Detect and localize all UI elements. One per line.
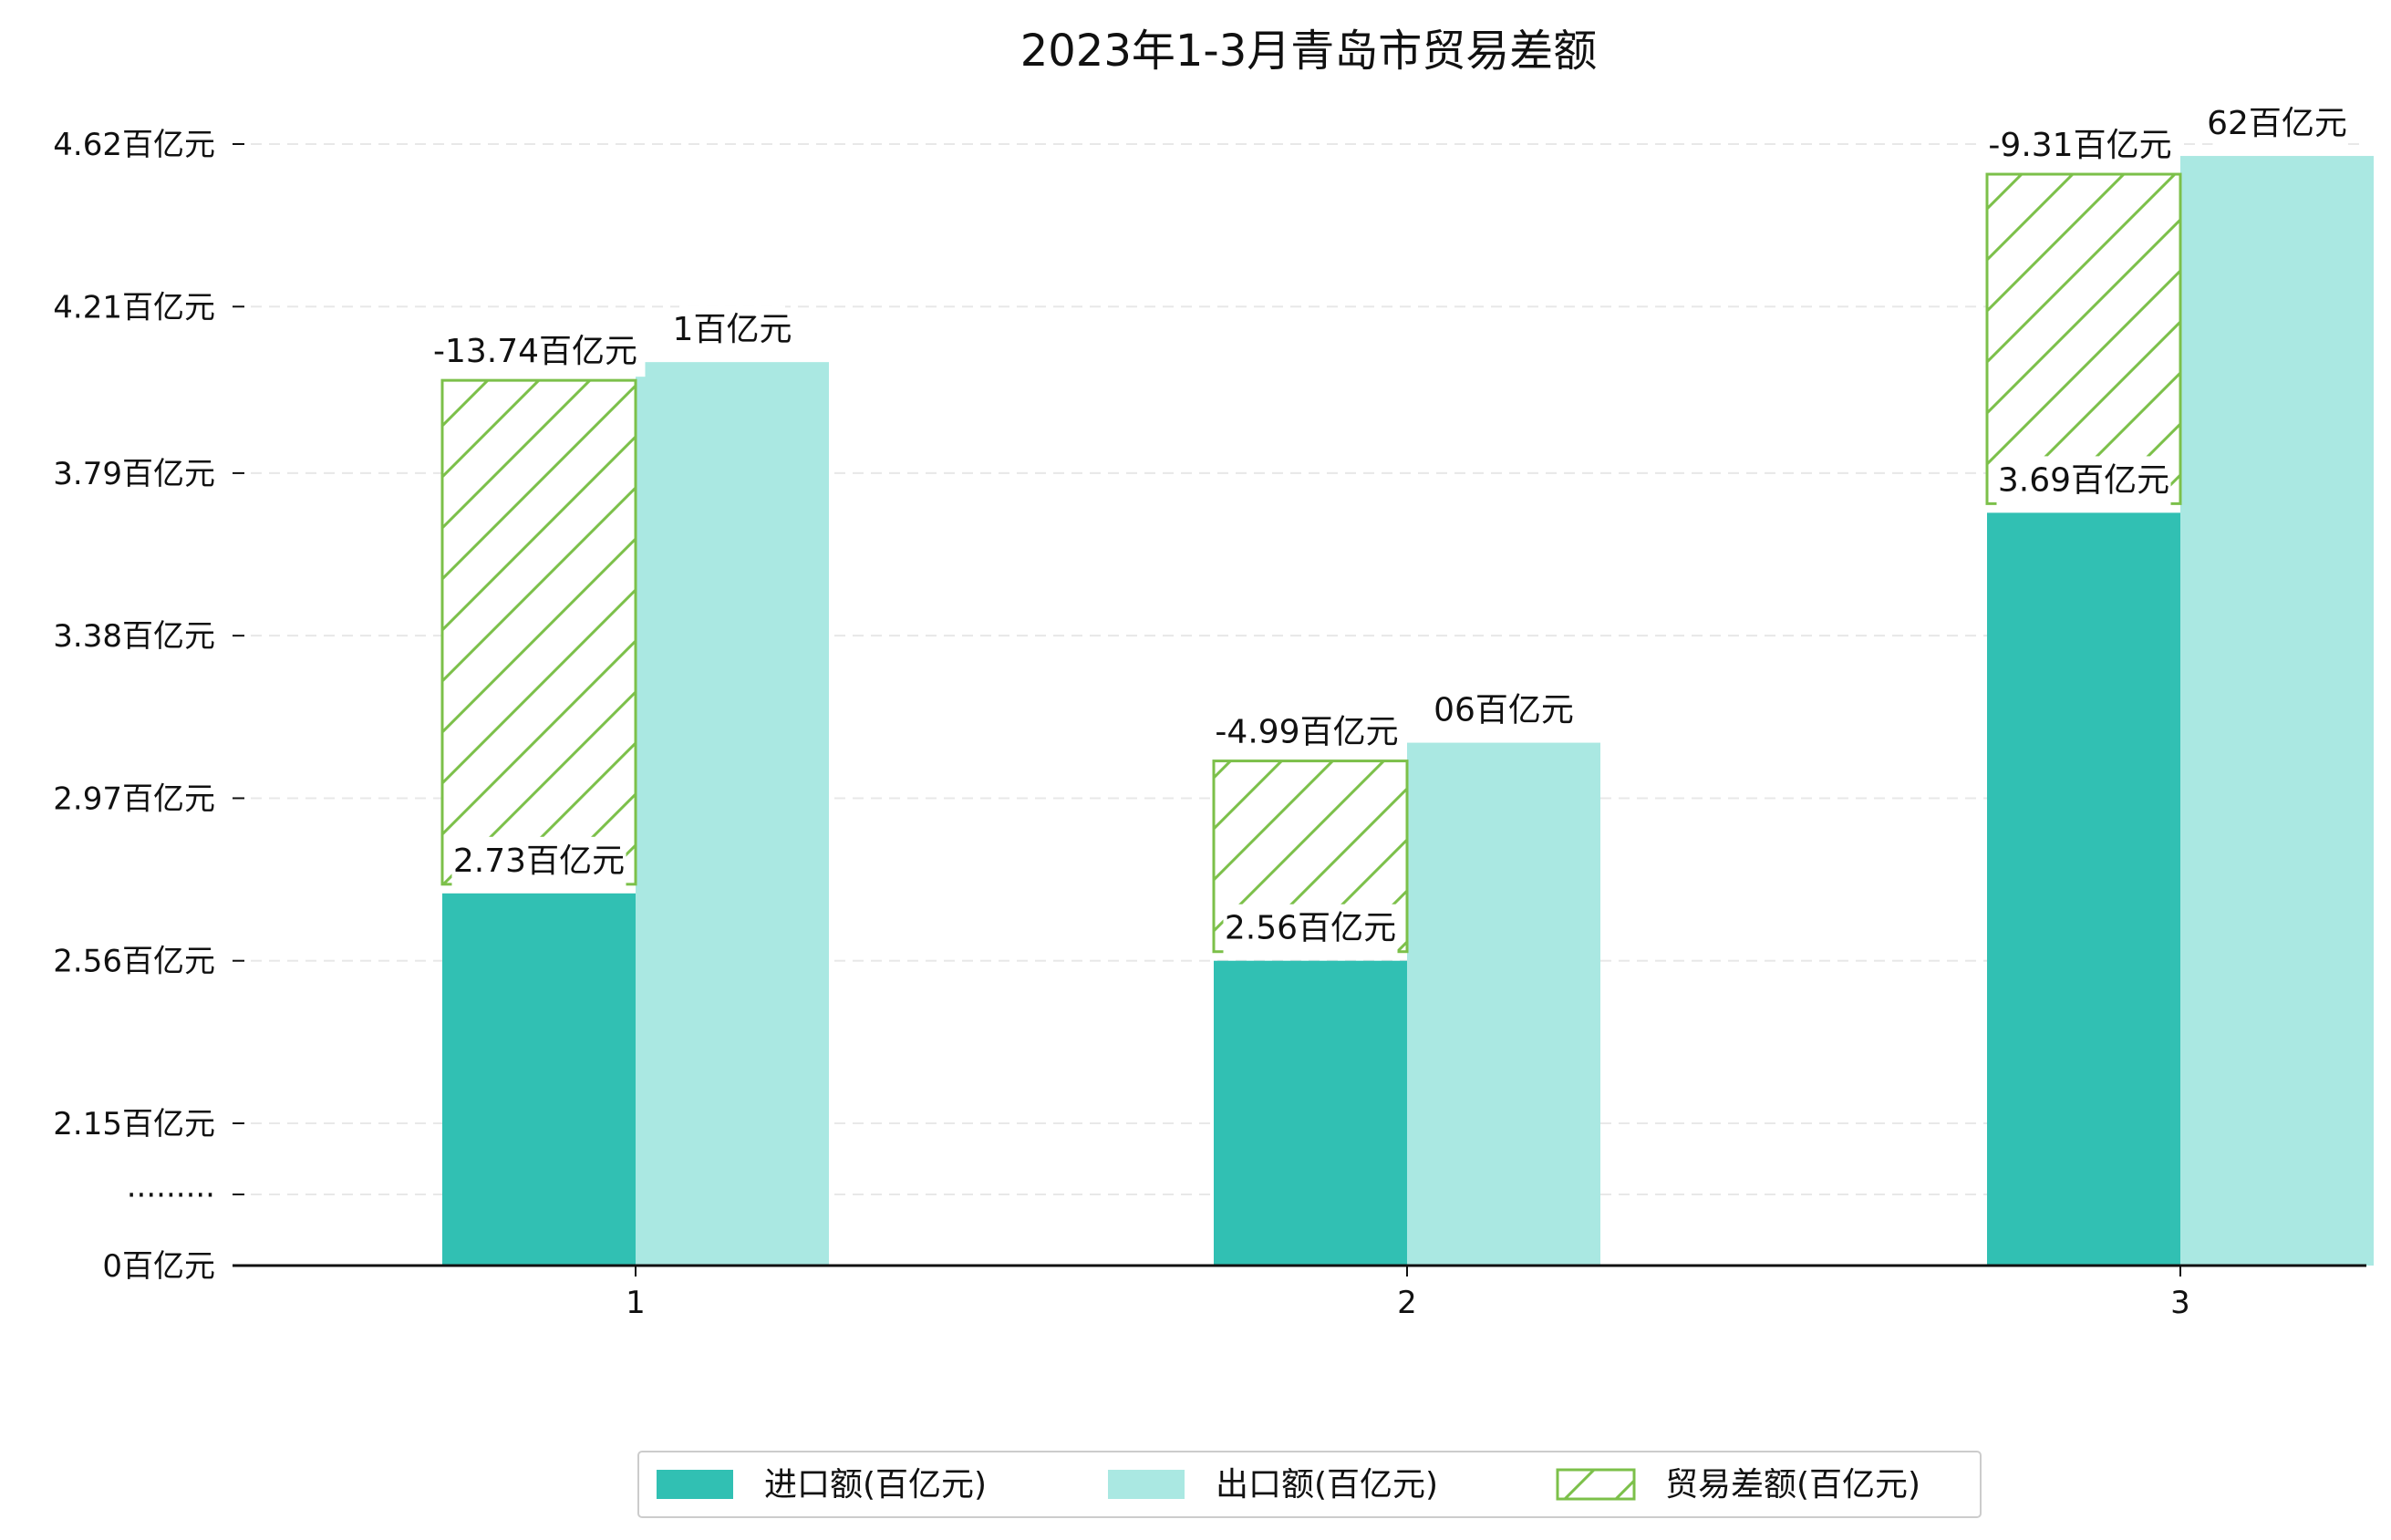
bars <box>440 156 2374 1266</box>
import-value-label: 3.69百亿元 <box>1996 456 2171 506</box>
y-tick-label: 0百亿元 <box>102 1248 215 1285</box>
y-axis: 0百亿元 ········· 2.15百亿元 2.56百亿元 2.97百亿元 3.38百亿… <box>53 127 244 1285</box>
import-value-label: 2.56百亿元 <box>1223 904 1398 954</box>
export-bar <box>636 362 829 1266</box>
x-tick-label: 2 <box>1397 1285 1417 1321</box>
balance-value-label: -9.31百亿元 <box>1982 121 2179 171</box>
legend-label: 贸易差额(百亿元) <box>1665 1466 1920 1504</box>
y-tick-label: 4.62百亿元 <box>53 127 215 163</box>
balance-bar <box>440 378 637 886</box>
balance-value-label-bg <box>1982 121 2179 171</box>
legend-label: 出口额(百亿元) <box>1216 1466 1438 1504</box>
import-value-label-bg <box>1223 904 1398 954</box>
legend-box <box>637 1451 1982 1518</box>
legend-label: 进口额(百亿元) <box>764 1466 987 1504</box>
export-value-label: 1百亿元 <box>673 305 792 356</box>
export-value-label-bg <box>1439 686 1568 736</box>
balance-value-label-bg <box>1208 708 1405 758</box>
y-tick-label: 3.79百亿元 <box>53 456 215 492</box>
export-bar <box>1407 742 1600 1266</box>
export-value-label-text: 06百亿元 <box>1434 692 1574 729</box>
y-tick-label: 2.97百亿元 <box>53 780 215 817</box>
export-value-label-text: 62百亿元 <box>2207 105 2347 142</box>
legend-swatch <box>657 1470 733 1499</box>
balance-value-label-bg <box>425 327 646 377</box>
export-bar <box>2180 156 2374 1266</box>
import-value-label-bg <box>451 836 626 886</box>
balance-value-label-text: -13.74百亿元 <box>433 333 637 370</box>
y-tick-label: 2.15百亿元 <box>53 1106 215 1142</box>
balance-value-label: -4.99百亿元 <box>1208 708 1405 758</box>
x-tick-label: 1 <box>626 1285 646 1321</box>
balance-value-label-text: -9.31百亿元 <box>1988 127 2171 164</box>
y-tick-label: ········· <box>127 1177 215 1214</box>
export-value-label-bg <box>2212 99 2342 150</box>
import-bar <box>1214 960 1407 1266</box>
data-labels: 2.73百亿元 -13.74百亿元 1百亿元 2.56百亿元 -4.99百亿元 06百亿元… <box>425 99 2347 954</box>
export-value-label: 06百亿元 <box>1434 686 1574 736</box>
y-tick-label: 2.56百亿元 <box>53 944 215 980</box>
export-value-label-text: 1百亿元 <box>673 311 792 348</box>
balance-bar <box>1985 172 2182 505</box>
import-value-label: 2.73百亿元 <box>451 836 626 886</box>
balance-value-label: -13.74百亿元 <box>425 327 646 377</box>
export-value-label-bg <box>679 305 785 356</box>
import-value-label-text: 2.73百亿元 <box>453 842 625 880</box>
import-value-label-text: 3.69百亿元 <box>1998 461 2169 499</box>
x-tick-label: 3 <box>2170 1285 2190 1321</box>
legend-swatch <box>1108 1470 1185 1499</box>
x-axis: 1 2 3 <box>233 1264 2366 1321</box>
import-bar <box>1987 512 2180 1266</box>
legend-swatch <box>1556 1468 1636 1501</box>
chart-title: 2023年1-3月青岛市贸易差额 <box>1020 26 1598 77</box>
import-value-label-text: 2.56百亿元 <box>1225 910 1396 947</box>
legend: 进口额(百亿元) 出口额(百亿元) 贸易差额(百亿元) <box>637 1451 1982 1518</box>
import-value-label-bg <box>1996 456 2171 506</box>
import-bar <box>442 893 636 1266</box>
y-tick-label: 4.21百亿元 <box>53 289 215 326</box>
y-tick-label: 3.38百亿元 <box>53 618 215 655</box>
balance-value-label-text: -4.99百亿元 <box>1215 714 1398 751</box>
export-value-label: 62百亿元 <box>2207 99 2347 150</box>
